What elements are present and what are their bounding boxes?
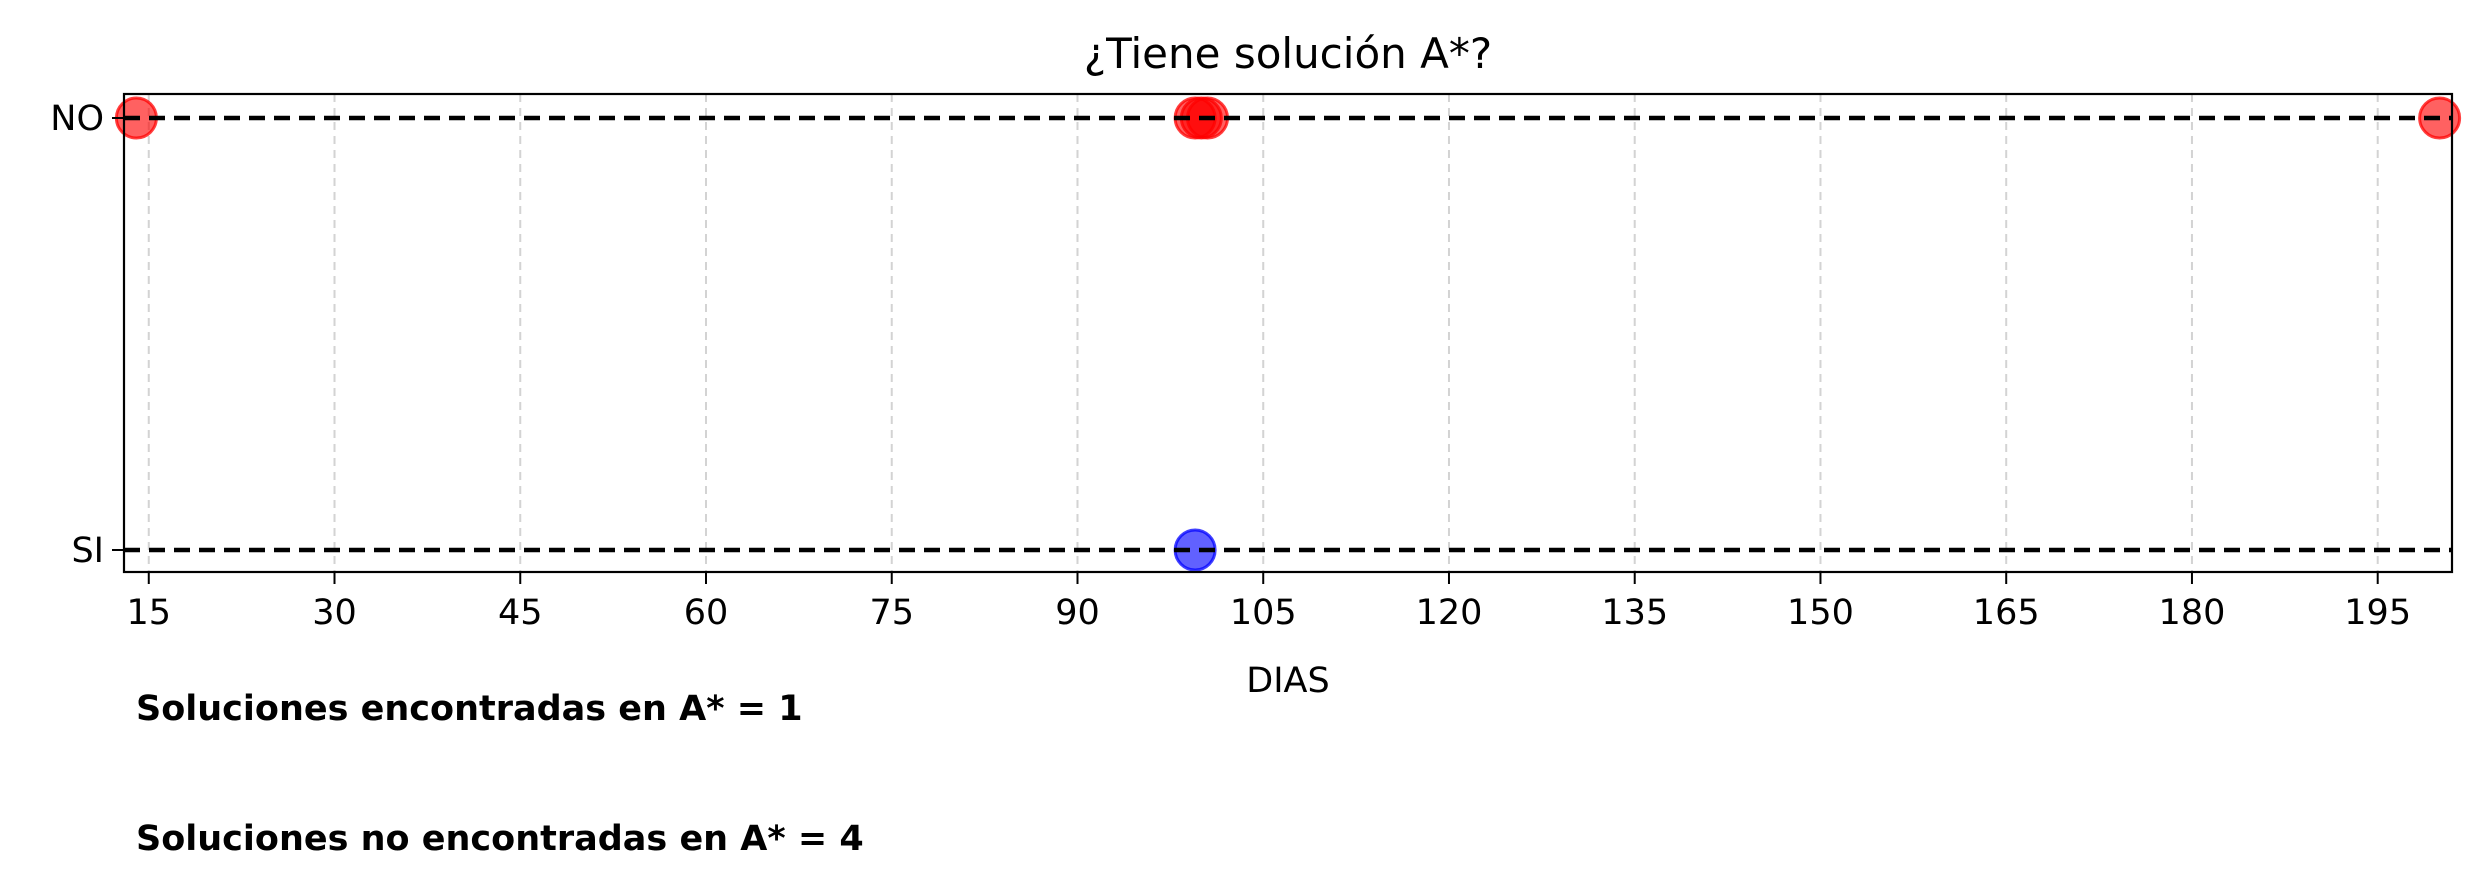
x-tick-label-8: 135 <box>1601 593 1668 633</box>
x-tick-label-10: 165 <box>1973 593 2040 633</box>
x-tick-label-7: 120 <box>1416 593 1483 633</box>
note-solutions-found: Soluciones encontradas en A* = 1 <box>136 689 803 729</box>
y-axis-ticks: SI NO <box>50 99 124 571</box>
reference-lines <box>124 115 2452 553</box>
x-tick-label-2: 45 <box>498 593 543 633</box>
x-axis-ticks: 15 30 45 60 75 90 105 120 135 150 165 180 195 <box>126 572 2411 633</box>
chart-title: ¿Tiene solución A*? <box>1084 29 1492 78</box>
plot-frame <box>122 92 2454 574</box>
x-tick-label-4: 75 <box>869 593 914 633</box>
x-gridlines <box>147 94 2379 572</box>
x-tick-label-3: 60 <box>684 593 729 633</box>
x-tick-label-0: 15 <box>126 593 171 633</box>
x-tick-label-1: 30 <box>312 593 357 633</box>
x-tick-label-5: 90 <box>1055 593 1100 633</box>
x-tick-label-12: 195 <box>2344 593 2411 633</box>
x-axis-label: DIAS <box>1246 661 1329 701</box>
data-points <box>114 96 2462 572</box>
y-tick-label-1: NO <box>50 99 104 139</box>
note-solutions-not-found: Soluciones no encontradas en A* = 4 <box>136 819 864 859</box>
x-tick-label-11: 180 <box>2159 593 2226 633</box>
x-tick-label-9: 150 <box>1787 593 1854 633</box>
y-tick-label-0: SI <box>71 531 104 571</box>
x-tick-label-6: 105 <box>1230 593 1297 633</box>
